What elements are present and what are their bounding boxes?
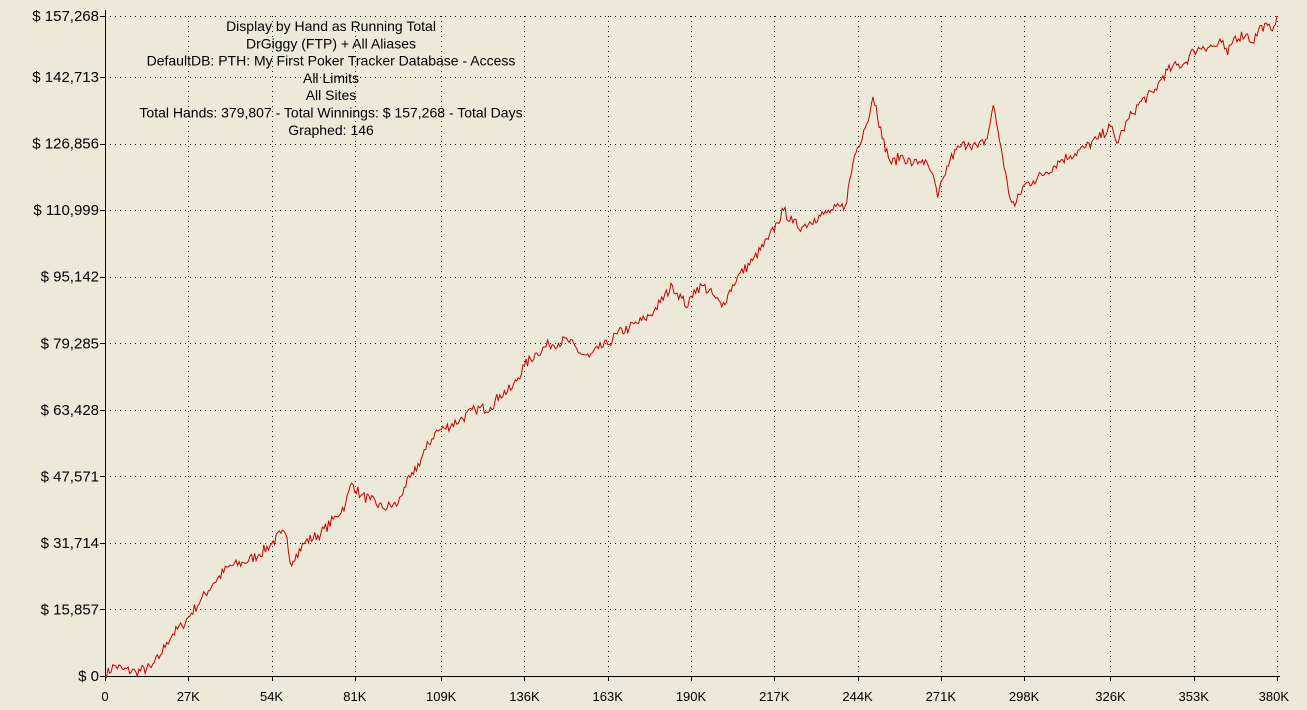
x-tick-label: 163K	[593, 689, 624, 704]
x-tick-label: 54K	[260, 689, 283, 704]
chart-info-text: Display by Hand as Running TotalDrGiggy …	[139, 18, 522, 138]
x-tick-label: 136K	[509, 689, 540, 704]
x-tick-label: 353K	[1179, 689, 1210, 704]
y-tick-label: $ 95,142	[41, 269, 99, 286]
x-tick-label: 217K	[759, 689, 790, 704]
chart-info-line: Total Hands: 379,807 - Total Winnings: $…	[139, 105, 522, 121]
x-tick-label: 0	[101, 689, 108, 704]
axes	[100, 10, 1280, 681]
y-tick-label: $ 79,285	[41, 335, 99, 352]
x-tick-label: 380K	[1259, 689, 1290, 704]
chart-info-line: Graphed: 146	[288, 122, 374, 138]
y-tick-label: $ 63,428	[41, 402, 99, 419]
chart-info-line: All Limits	[303, 70, 359, 86]
y-tick-label: $ 110,999	[33, 202, 99, 219]
x-tick-label: 109K	[426, 689, 457, 704]
y-tick-label: $ 142,713	[32, 69, 99, 86]
x-tick-label: 244K	[842, 689, 873, 704]
y-tick-label: $ 31,714	[41, 535, 99, 552]
y-tick-label: $ 15,857	[41, 601, 99, 618]
chart-info-line: Display by Hand as Running Total	[226, 18, 436, 34]
y-tick-label: $ 157,268	[32, 8, 99, 25]
running-total-series-line	[104, 15, 1278, 679]
x-tick-label: 326K	[1095, 689, 1126, 704]
x-tick-label: 271K	[926, 689, 957, 704]
chart-info-line: All Sites	[306, 87, 357, 103]
y-tick-label: $ 0	[78, 668, 99, 685]
chart-info-line: DrGiggy (FTP) + All Aliases	[246, 35, 416, 51]
x-tick-label: 27K	[177, 689, 200, 704]
tick-labels: $ 0 $ 15,857 $ 31,714 $ 47,571 $ 63,428 $ 79,…	[32, 8, 1289, 704]
chart-info-line: DefaultDB: PTH: My First Poker Tracker D…	[147, 53, 516, 69]
x-tick-label: 298K	[1009, 689, 1040, 704]
series-layer	[104, 15, 1278, 679]
y-tick-label: $ 126,856	[32, 136, 99, 153]
x-tick-label: 81K	[343, 689, 366, 704]
x-tick-label: 190K	[676, 689, 707, 704]
y-tick-label: $ 47,571	[41, 468, 99, 485]
